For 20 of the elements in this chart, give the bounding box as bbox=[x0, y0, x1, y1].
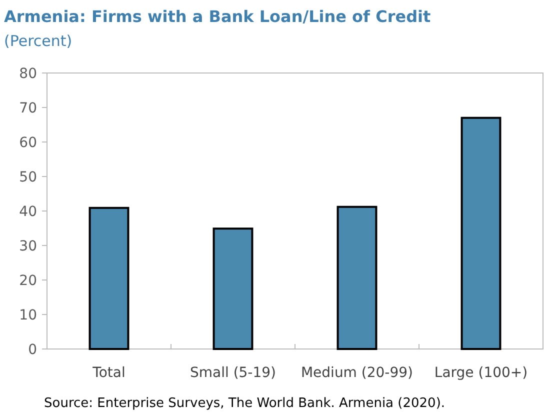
chart-title: Armenia: Firms with a Bank Loan/Line of Credit bbox=[4, 7, 431, 26]
bar bbox=[336, 206, 378, 350]
y-tick-label: 0 bbox=[28, 342, 37, 358]
y-tick-label: 50 bbox=[19, 169, 37, 186]
bar bbox=[88, 206, 130, 350]
source-note: Source: Enterprise Surveys, The World Bank. Armenia (2020). bbox=[44, 396, 446, 411]
chart-subtitle: (Percent) bbox=[4, 32, 72, 50]
y-tick-label: 80 bbox=[19, 66, 37, 82]
bar bbox=[212, 228, 254, 350]
x-tick-label: Total bbox=[92, 365, 126, 381]
x-tick-label: Medium (20-99) bbox=[300, 365, 414, 381]
y-tick-label: 30 bbox=[19, 238, 37, 254]
y-tick-label: 20 bbox=[19, 272, 37, 289]
y-tick-label: 70 bbox=[19, 100, 37, 116]
y-tick-label: 40 bbox=[19, 204, 37, 220]
y-tick-label: 60 bbox=[19, 134, 37, 151]
bar bbox=[460, 116, 502, 350]
x-tick-label: Large (100+) bbox=[434, 365, 528, 381]
x-tick-label: Small (5-19) bbox=[190, 365, 276, 381]
y-tick-label: 10 bbox=[19, 307, 37, 324]
